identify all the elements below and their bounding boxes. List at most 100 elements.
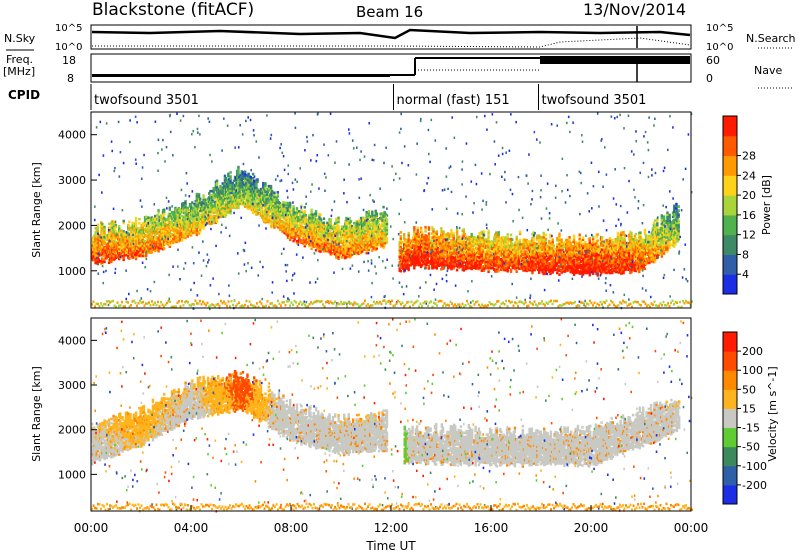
heatmap-cell — [172, 210, 175, 214]
heatmap-cell — [418, 250, 422, 254]
heatmap-cell — [190, 221, 193, 225]
heatmap-cell — [406, 265, 409, 268]
heatmap-cell — [443, 259, 446, 263]
heatmap-cell — [114, 225, 118, 229]
heatmap-cell — [440, 227, 443, 230]
heatmap-cell — [145, 254, 148, 257]
heatmap-cell — [227, 172, 230, 176]
heatmap-cell — [421, 231, 424, 234]
heatmap-cell — [128, 220, 131, 224]
heatmap-cell — [169, 232, 173, 236]
heatmap-cell — [195, 196, 199, 200]
heatmap-cell — [195, 233, 199, 237]
heatmap-cell — [414, 253, 417, 257]
heatmap-cell — [164, 242, 167, 246]
heatmap-cell — [517, 263, 521, 266]
heatmap-cell — [442, 267, 445, 270]
heatmap-cell — [340, 256, 344, 259]
heatmap-cell — [178, 236, 182, 240]
heatmap-cell — [480, 230, 484, 234]
heatmap-cell — [417, 237, 421, 240]
heatmap-cell — [481, 240, 485, 244]
date-title: 13/Nov/2014 — [583, 0, 686, 19]
heatmap-cell — [228, 198, 231, 201]
heatmap-cell — [450, 265, 453, 269]
heatmap-cell — [98, 243, 102, 247]
heatmap-cell — [229, 189, 232, 193]
heatmap-cell — [155, 223, 158, 227]
heatmap-cell — [122, 229, 125, 233]
heatmap-cell — [255, 182, 258, 186]
heatmap-cell — [476, 241, 479, 244]
heatmap-cell — [103, 254, 106, 257]
heatmap-cell — [413, 266, 416, 270]
heatmap-cell — [202, 194, 205, 197]
noise-panel: 10^5 10^0 10^5 10^0 — [55, 23, 733, 53]
heatmap-cell — [284, 221, 287, 225]
heatmap-cell — [503, 249, 506, 253]
heatmap-cell — [407, 233, 410, 237]
heatmap-cell — [486, 254, 489, 258]
heatmap-cell — [215, 179, 219, 183]
heatmap-cell — [158, 230, 161, 233]
heatmap-cell — [518, 242, 522, 246]
heatmap-cell — [241, 189, 245, 193]
heatmap-cell — [346, 237, 349, 241]
heatmap-cell — [112, 248, 115, 251]
heatmap-cell — [385, 232, 389, 236]
heatmap-cell — [462, 260, 466, 264]
heatmap-cell — [121, 254, 124, 258]
heatmap-cell — [509, 268, 513, 271]
heatmap-cell — [101, 228, 104, 232]
heatmap-cell — [195, 229, 199, 233]
heatmap-cell — [161, 215, 165, 218]
heatmap-cell — [272, 212, 275, 216]
heatmap-cell — [289, 203, 292, 207]
heatmap-cell — [273, 205, 276, 209]
heatmap-cell — [298, 211, 301, 215]
heatmap-cell — [103, 231, 106, 235]
heatmap-cell — [103, 227, 106, 231]
heatmap-cell — [260, 193, 264, 197]
heatmap-cell — [247, 205, 250, 208]
heatmap-cell — [110, 242, 113, 245]
heatmap-cell — [116, 241, 120, 245]
heatmap-cell — [301, 228, 304, 231]
heatmap-cell — [214, 194, 218, 198]
heatmap-cell — [467, 256, 470, 259]
heatmap-cell — [468, 246, 471, 249]
heatmap-cell — [298, 228, 301, 231]
heatmap-cell — [362, 216, 365, 220]
heatmap-cell — [367, 220, 371, 223]
heatmap-cell — [251, 172, 255, 176]
heatmap-cell — [128, 224, 131, 228]
heatmap-cell — [334, 252, 337, 256]
heatmap-cell — [455, 227, 459, 231]
heatmap-cell — [345, 222, 348, 226]
heatmap-cell — [310, 247, 313, 251]
heatmap-cell — [484, 262, 487, 266]
heatmap-cell — [481, 250, 485, 254]
heatmap-cell — [383, 215, 386, 218]
heatmap-cell — [488, 247, 491, 250]
heatmap-cell — [345, 229, 348, 232]
heatmap-cell — [374, 227, 377, 231]
heatmap-cell — [264, 190, 267, 194]
heatmap-cell — [96, 237, 100, 241]
heatmap-cell — [224, 177, 228, 180]
heatmap-cell — [359, 229, 363, 232]
heatmap-cell — [314, 214, 318, 217]
heatmap-cell — [240, 192, 244, 196]
heatmap-cell — [134, 222, 138, 226]
heatmap-cell — [421, 237, 424, 240]
heatmap-cell — [437, 235, 441, 239]
heatmap-cell — [129, 240, 132, 244]
heatmap-cell — [518, 232, 522, 236]
heatmap-cell — [504, 242, 507, 245]
heatmap-cell — [197, 193, 201, 196]
heatmap-cell — [161, 223, 165, 226]
heatmap-cell — [237, 167, 240, 171]
heatmap-cell — [340, 225, 344, 229]
heatmap-cell — [427, 267, 431, 270]
heatmap-cell — [163, 208, 166, 212]
